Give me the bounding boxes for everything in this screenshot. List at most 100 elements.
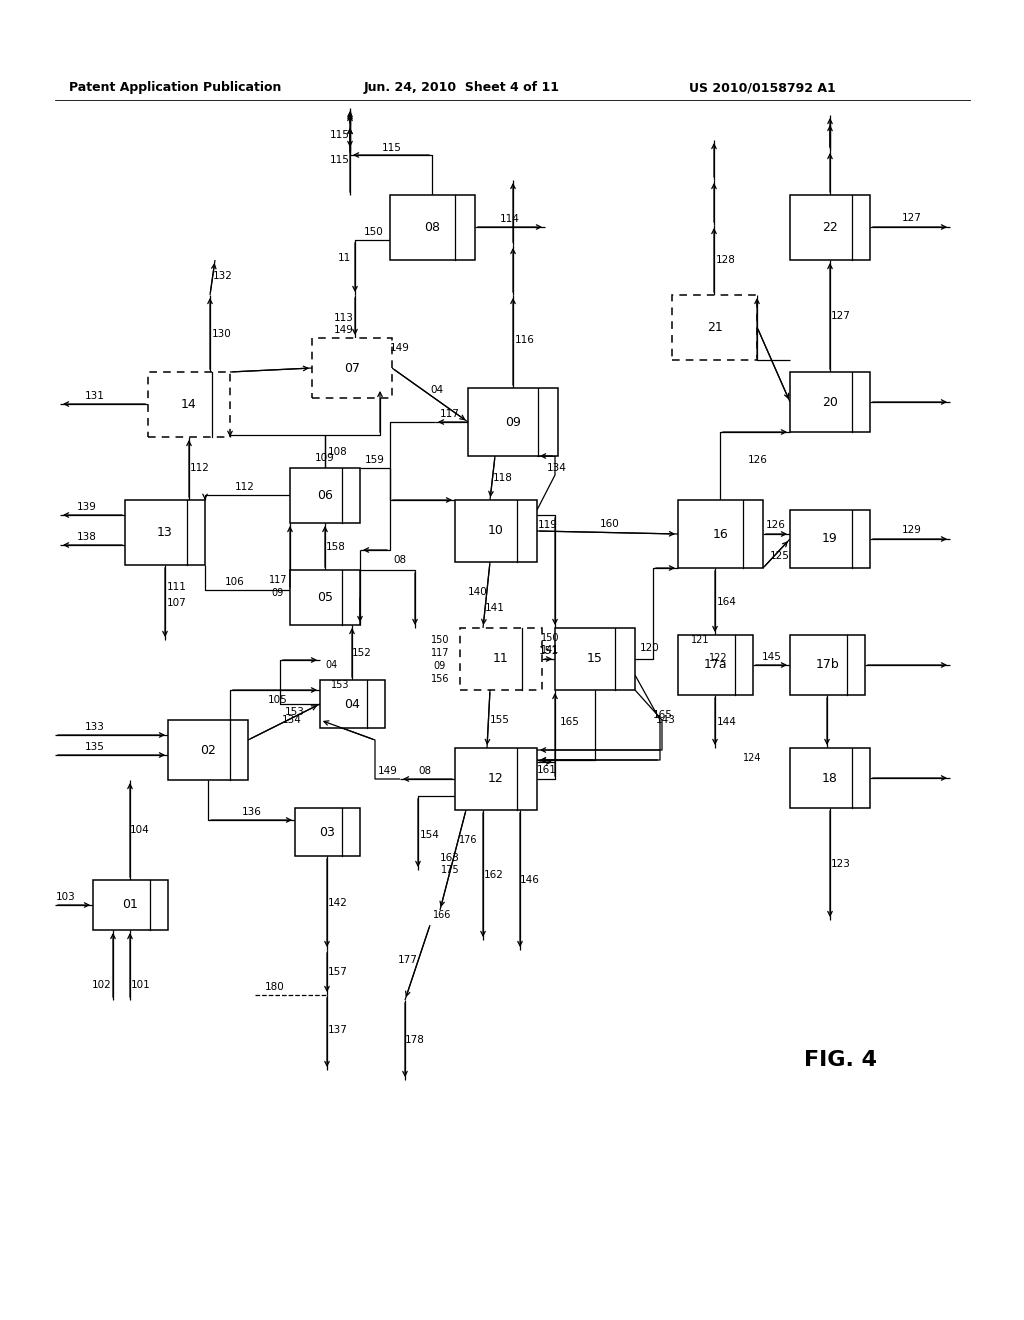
- Text: 106: 106: [225, 577, 245, 587]
- Text: 11: 11: [337, 253, 350, 263]
- Text: 149: 149: [390, 343, 410, 352]
- Text: 153: 153: [331, 680, 349, 690]
- Text: 133: 133: [85, 722, 104, 733]
- Text: 126: 126: [766, 520, 786, 531]
- Text: 135: 135: [85, 742, 104, 752]
- Text: Jun. 24, 2010  Sheet 4 of 11: Jun. 24, 2010 Sheet 4 of 11: [364, 82, 560, 95]
- Bar: [290, 469, 360, 523]
- Text: 104: 104: [130, 825, 150, 836]
- Text: 113: 113: [334, 313, 354, 323]
- Text: 150: 150: [365, 227, 384, 238]
- Text: 137: 137: [328, 1026, 348, 1035]
- Text: 149: 149: [378, 766, 398, 776]
- Text: 150: 150: [431, 635, 450, 645]
- Text: 138: 138: [77, 532, 97, 543]
- Text: 119: 119: [538, 520, 558, 531]
- Text: 159: 159: [366, 455, 385, 465]
- Text: 126: 126: [749, 455, 768, 465]
- Text: 121: 121: [691, 635, 710, 645]
- Text: 157: 157: [328, 968, 348, 977]
- Text: 125: 125: [770, 550, 790, 561]
- Text: 140: 140: [468, 587, 487, 597]
- Text: 124: 124: [742, 752, 761, 763]
- Bar: [790, 635, 865, 696]
- Text: 114: 114: [500, 214, 520, 224]
- Text: 12: 12: [488, 772, 504, 785]
- Text: 09: 09: [434, 661, 446, 671]
- Text: 175: 175: [440, 865, 460, 875]
- Text: 117: 117: [268, 576, 288, 585]
- Text: 18: 18: [822, 771, 838, 784]
- Text: 117: 117: [440, 409, 460, 418]
- Text: 04: 04: [430, 385, 443, 395]
- Bar: [678, 500, 763, 568]
- Text: 09: 09: [505, 416, 521, 429]
- Text: 03: 03: [319, 825, 336, 838]
- Text: 17a: 17a: [703, 659, 727, 672]
- Text: 115: 115: [382, 143, 402, 153]
- Text: 136: 136: [242, 807, 262, 817]
- Text: 16: 16: [713, 528, 728, 540]
- Text: 116: 116: [515, 335, 535, 345]
- Bar: [125, 500, 205, 565]
- Bar: [168, 719, 248, 780]
- Text: 132: 132: [213, 271, 232, 281]
- Text: 165: 165: [560, 717, 580, 727]
- Text: 142: 142: [328, 898, 348, 908]
- Bar: [790, 748, 870, 808]
- Text: 146: 146: [520, 875, 540, 884]
- Text: 02: 02: [200, 743, 216, 756]
- Text: 08: 08: [419, 766, 431, 776]
- Text: 141: 141: [541, 645, 559, 655]
- Text: 115: 115: [330, 154, 350, 165]
- Text: 15: 15: [587, 652, 603, 665]
- Text: 155: 155: [490, 715, 510, 725]
- Text: 117: 117: [431, 648, 450, 657]
- Bar: [295, 808, 360, 855]
- Text: 19: 19: [822, 532, 838, 545]
- Text: 131: 131: [85, 391, 104, 401]
- Text: 127: 127: [831, 312, 851, 321]
- Text: 06: 06: [317, 488, 333, 502]
- Text: 128: 128: [716, 255, 736, 265]
- Bar: [678, 635, 753, 696]
- Bar: [468, 388, 558, 455]
- Text: 101: 101: [131, 979, 151, 990]
- Bar: [455, 500, 537, 562]
- Text: 09: 09: [272, 587, 284, 598]
- Text: 163: 163: [440, 853, 460, 863]
- Text: 149: 149: [334, 325, 354, 335]
- Text: 112: 112: [190, 463, 210, 473]
- Text: 07: 07: [344, 362, 360, 375]
- Bar: [312, 338, 392, 399]
- Text: 150: 150: [541, 634, 559, 643]
- Text: 20: 20: [822, 396, 838, 408]
- Text: US 2010/0158792 A1: US 2010/0158792 A1: [688, 82, 836, 95]
- Text: 10: 10: [488, 524, 504, 537]
- Text: FIG. 4: FIG. 4: [804, 1049, 877, 1071]
- Text: 153: 153: [285, 708, 305, 717]
- Bar: [790, 510, 870, 568]
- Text: 122: 122: [709, 653, 727, 663]
- Text: 04: 04: [344, 697, 360, 710]
- Bar: [790, 372, 870, 432]
- Bar: [672, 294, 757, 360]
- Text: 17b: 17b: [816, 659, 840, 672]
- Text: 120: 120: [640, 643, 659, 653]
- Text: 105: 105: [268, 696, 288, 705]
- Text: 13: 13: [157, 525, 173, 539]
- Bar: [790, 195, 870, 260]
- Text: 178: 178: [406, 1035, 425, 1045]
- Text: 162: 162: [484, 870, 504, 880]
- Text: 151: 151: [539, 645, 559, 656]
- Text: 134: 134: [282, 715, 302, 725]
- Text: 134: 134: [547, 463, 567, 473]
- Text: 11: 11: [494, 652, 509, 665]
- Text: 176: 176: [459, 836, 477, 845]
- Text: 05: 05: [317, 591, 333, 605]
- Text: 160: 160: [600, 519, 620, 529]
- Text: 08: 08: [425, 220, 440, 234]
- Bar: [319, 680, 385, 729]
- Text: 164: 164: [717, 597, 737, 607]
- Text: 115: 115: [330, 129, 350, 140]
